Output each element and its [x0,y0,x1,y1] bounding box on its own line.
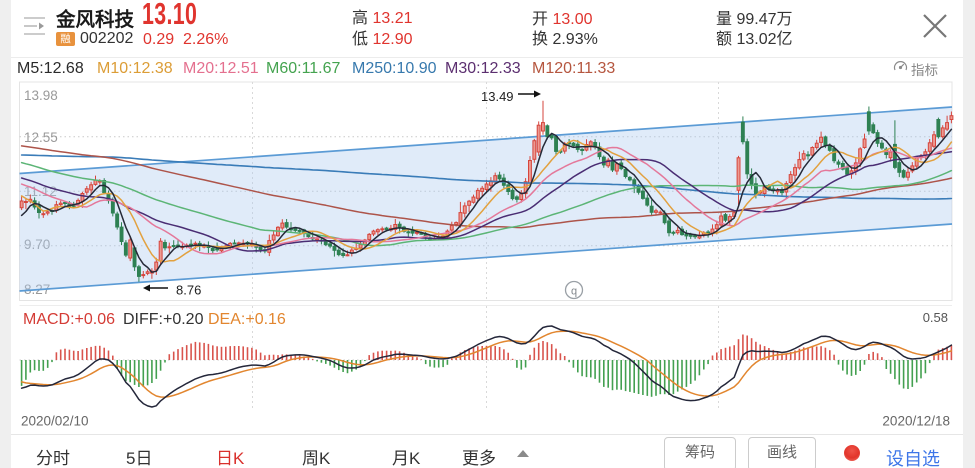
svg-text:2020/12/18: 2020/12/18 [882,414,950,429]
svg-text:MACD:+0.06: MACD:+0.06 [23,311,115,328]
svg-text:13.98: 13.98 [24,88,58,103]
svg-text:12.55: 12.55 [24,130,58,145]
svg-text:DIFF:+0.20: DIFF:+0.20 [123,311,204,328]
svg-text:DEA:+0.16: DEA:+0.16 [208,311,286,328]
svg-text:8.76: 8.76 [176,283,201,298]
svg-text:q: q [571,286,577,298]
svg-text:13.49: 13.49 [481,89,514,104]
svg-text:0.58: 0.58 [923,310,948,325]
svg-text:9.70: 9.70 [24,237,50,252]
svg-text:2020/02/10: 2020/02/10 [21,414,89,429]
